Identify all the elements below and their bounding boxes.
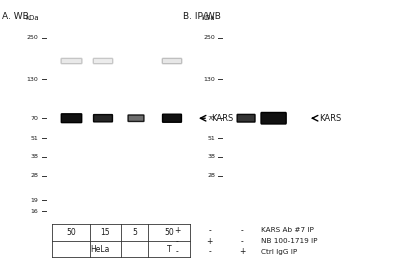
Text: 28: 28 (207, 173, 215, 179)
Text: 70: 70 (207, 116, 215, 121)
FancyBboxPatch shape (61, 114, 82, 123)
Text: kDa: kDa (25, 15, 38, 21)
Text: -: - (176, 248, 179, 257)
Text: 70: 70 (31, 116, 38, 121)
Text: 15: 15 (100, 228, 110, 237)
Text: HeLa: HeLa (90, 245, 110, 254)
Text: 16: 16 (31, 209, 38, 214)
FancyBboxPatch shape (94, 115, 112, 122)
Text: -: - (208, 226, 211, 235)
Text: Ctrl IgG IP: Ctrl IgG IP (261, 249, 297, 255)
Text: 130: 130 (203, 77, 215, 82)
Text: +: + (239, 248, 246, 257)
Text: 19: 19 (31, 198, 38, 203)
FancyBboxPatch shape (237, 114, 255, 122)
Text: 50: 50 (66, 228, 76, 237)
FancyBboxPatch shape (93, 58, 113, 64)
Text: 250: 250 (27, 35, 38, 41)
Text: 38: 38 (31, 154, 38, 159)
Text: 250: 250 (203, 35, 215, 41)
Text: KARS Ab #7 IP: KARS Ab #7 IP (261, 227, 314, 233)
Text: KARS: KARS (211, 114, 233, 123)
Text: -: - (176, 237, 179, 246)
Text: 51: 51 (207, 136, 215, 141)
Text: +: + (174, 226, 180, 235)
FancyBboxPatch shape (162, 114, 182, 122)
Text: 130: 130 (27, 77, 38, 82)
Text: +: + (206, 237, 213, 246)
Text: kDa: kDa (202, 15, 215, 21)
Text: 5: 5 (132, 228, 137, 237)
Text: NB 100-1719 IP: NB 100-1719 IP (261, 238, 317, 244)
Text: T: T (167, 245, 171, 254)
Text: 50: 50 (164, 228, 174, 237)
FancyBboxPatch shape (162, 58, 182, 64)
FancyBboxPatch shape (61, 58, 82, 64)
Text: A. WB: A. WB (2, 12, 29, 21)
Text: 28: 28 (31, 173, 38, 179)
Text: 38: 38 (207, 154, 215, 159)
Text: -: - (241, 237, 244, 246)
FancyBboxPatch shape (128, 115, 144, 121)
Text: B. IP/WB: B. IP/WB (183, 12, 221, 21)
Text: KARS: KARS (319, 114, 342, 123)
FancyBboxPatch shape (261, 113, 286, 124)
Text: 51: 51 (31, 136, 38, 141)
Text: -: - (241, 226, 244, 235)
Text: -: - (208, 248, 211, 257)
